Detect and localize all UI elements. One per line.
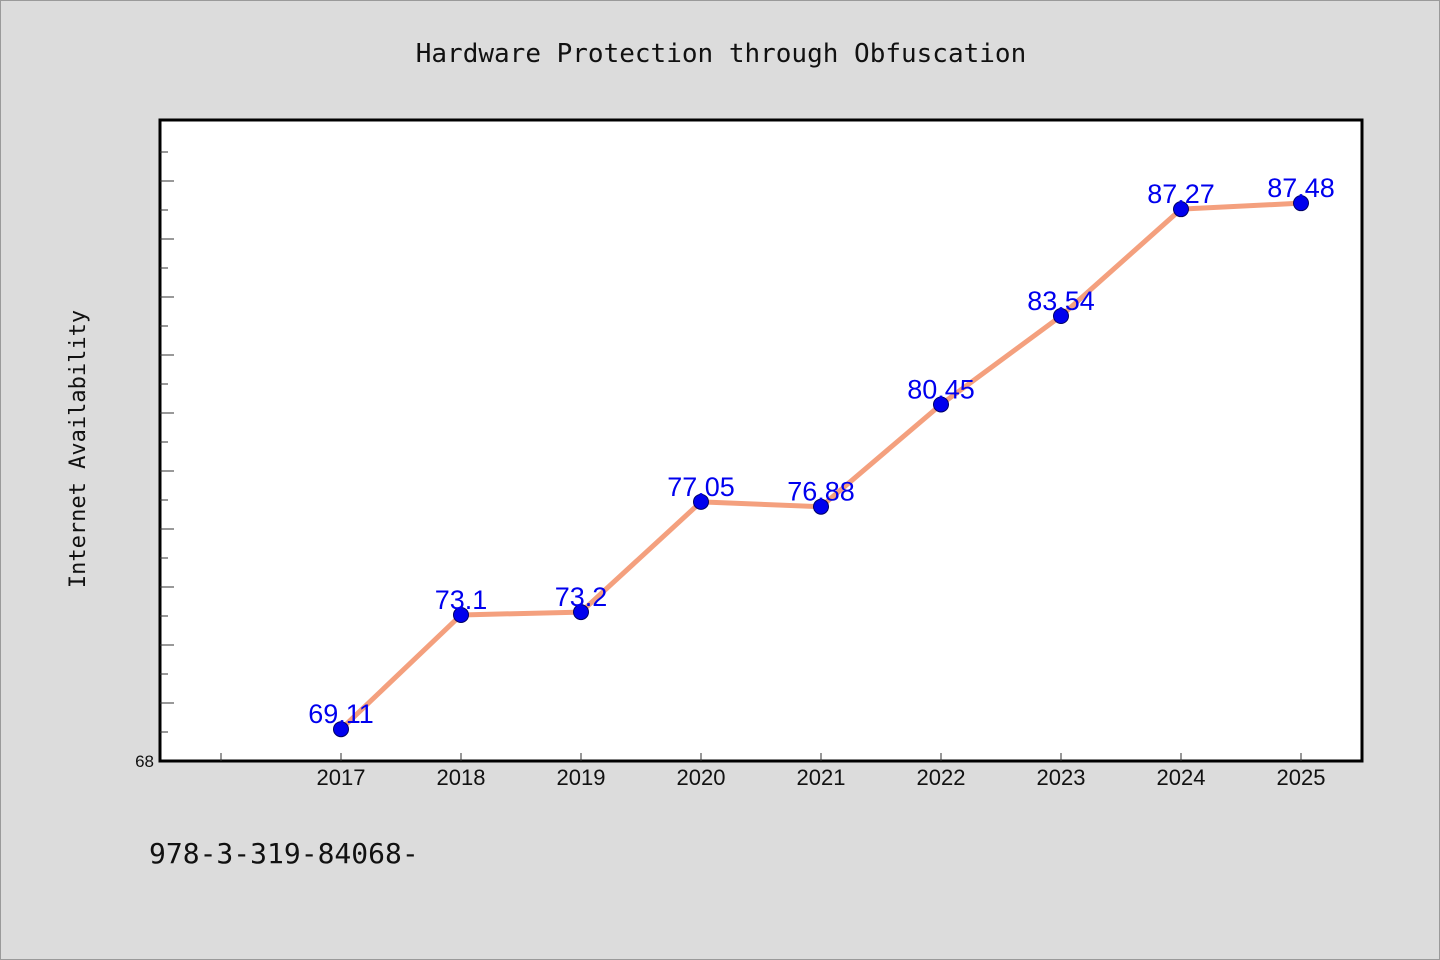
data-point — [1293, 195, 1309, 212]
x-tick-label: 2019 — [557, 765, 606, 790]
data-label: 87.48 — [1267, 173, 1335, 203]
chart-title: Hardware Protection through Obfuscation — [416, 39, 1026, 69]
data-label: 73.1 — [435, 585, 488, 615]
data-label: 73.2 — [555, 582, 608, 612]
footer-isbn-text: 978-3-319-84068- — [149, 837, 419, 870]
y-tick-label: 68 — [135, 752, 154, 771]
x-tick-label: 2023 — [1037, 765, 1086, 790]
x-tick-label: 2025 — [1277, 765, 1326, 790]
x-axis-ticks: 2017 2018 2019 2020 2021 2022 2023 2024 2025 — [220, 753, 1326, 790]
series-layer: 69.11 73.1 73.2 77.05 76.88 80.45 83.54 87.27 87… — [308, 173, 1335, 738]
data-label: 76.88 — [787, 477, 855, 507]
data-point — [693, 493, 709, 510]
x-tick-label: 2021 — [797, 765, 846, 790]
data-label: 87.27 — [1147, 179, 1215, 209]
x-tick-label: 2017 — [317, 765, 366, 790]
x-tick-label: 2022 — [917, 765, 966, 790]
data-point — [453, 606, 469, 623]
data-point — [1053, 307, 1069, 324]
y-axis-ticks: 68 — [135, 151, 174, 771]
y-axis-label: Internet Availability — [66, 310, 91, 588]
data-point — [933, 396, 949, 413]
x-tick-label: 2018 — [437, 765, 486, 790]
data-label: 69.11 — [308, 699, 374, 729]
data-point — [333, 721, 349, 738]
data-point — [1173, 201, 1189, 218]
data-label: 77.05 — [667, 472, 735, 502]
data-point — [573, 604, 589, 621]
x-tick-label: 2024 — [1157, 765, 1206, 790]
data-point — [813, 498, 829, 515]
data-label: 80.45 — [907, 374, 975, 404]
data-label: 83.54 — [1027, 286, 1095, 316]
x-tick-label: 2020 — [677, 765, 726, 790]
